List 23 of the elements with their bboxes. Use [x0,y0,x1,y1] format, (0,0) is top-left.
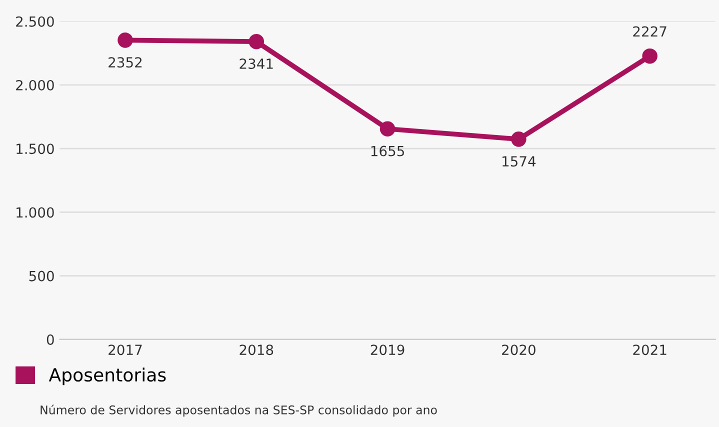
point [642,48,658,64]
y-tick-label: 1.500 [16,144,54,154]
legend-label: Aposentorias [48,368,166,386]
y-tick-label: 1.000 [16,207,54,218]
y-tick-label: 2.500 [16,16,54,27]
x-tick-label: 2017 [108,344,142,356]
point [380,121,396,137]
data-label: 2352 [108,57,142,68]
data-label: 1574 [502,156,536,167]
y-tick-label: 2.000 [16,80,54,90]
point [118,32,133,48]
point [511,132,526,147]
y-tick-label: 500 [29,270,54,282]
data-label: 1655 [371,146,404,156]
text: Número de Servidores aposentados na SES-SP consolidado por ano [40,404,437,417]
x-tick-label: 2020 [502,344,536,356]
data-label: 2341 [240,58,273,69]
x-tick-label: 2021 [633,344,666,356]
data-label: 2227 [633,26,666,37]
x-tick-label: 2018 [240,344,274,356]
x-tick-label: 2019 [370,344,404,356]
point [248,34,264,50]
y-tick-label: 0 [46,334,54,345]
